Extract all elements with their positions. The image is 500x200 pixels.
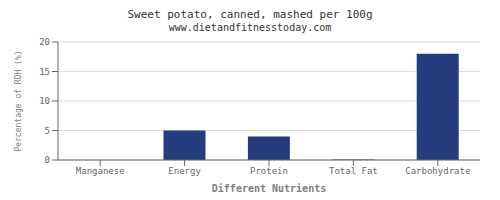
svg-text:Carbohydrate: Carbohydrate: [405, 166, 470, 176]
svg-text:Different Nutrients: Different Nutrients: [212, 183, 326, 192]
svg-text:Manganese: Manganese: [76, 166, 125, 176]
svg-text:5: 5: [45, 126, 50, 136]
html-text:Sweet potato, canned, mashed p: Sweet potato, canned, mashed per 100g: [127, 8, 373, 21]
svg-text:10: 10: [39, 96, 50, 106]
svg-text:20: 20: [39, 37, 50, 47]
svg-text:Energy: Energy: [168, 166, 201, 176]
svg-text:0: 0: [45, 155, 50, 165]
html-text:www.dietandfitnesstoday.com: www.dietandfitnesstoday.com: [168, 22, 332, 33]
svg-text:Percentage of RDH (%): Percentage of RDH (%): [14, 50, 23, 151]
svg-text:Protein: Protein: [250, 166, 288, 176]
svg-text:15: 15: [39, 67, 50, 77]
svg-text:Total Fat: Total Fat: [329, 166, 378, 176]
